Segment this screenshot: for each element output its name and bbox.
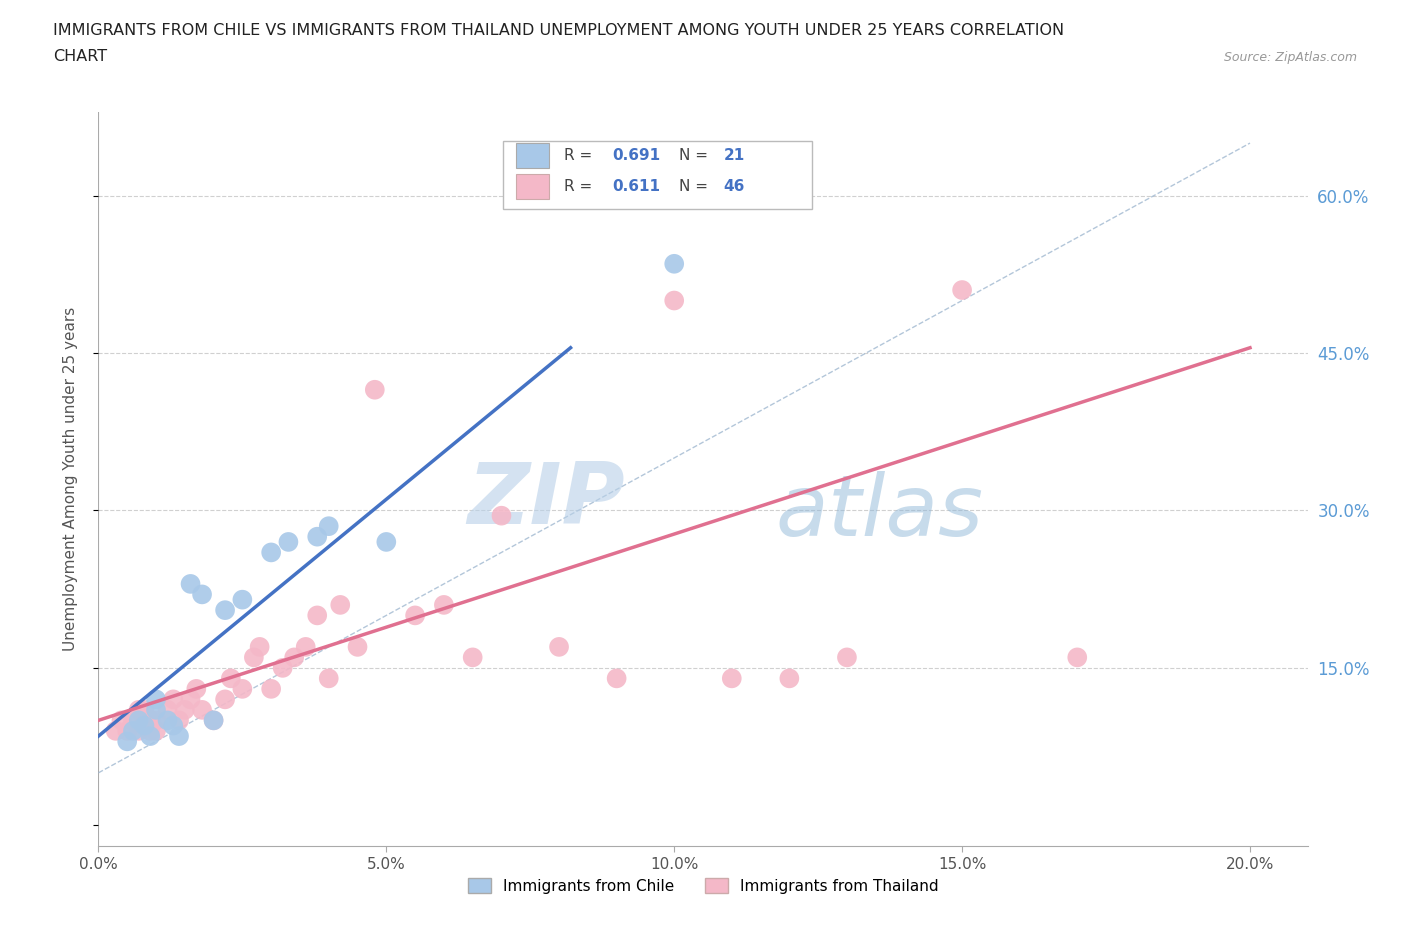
Point — [548, 640, 571, 655]
Point — [1066, 650, 1088, 665]
Point — [491, 509, 513, 524]
Point — [167, 713, 190, 728]
Point — [134, 718, 156, 733]
Point — [249, 640, 271, 655]
Point — [104, 724, 127, 738]
Point — [167, 729, 190, 744]
Point — [162, 692, 184, 707]
FancyBboxPatch shape — [516, 174, 550, 199]
Point — [156, 713, 179, 728]
Point — [145, 702, 167, 717]
Point — [156, 702, 179, 717]
Point — [260, 545, 283, 560]
Point — [778, 671, 800, 685]
Text: R =: R = — [564, 148, 598, 163]
Text: N =: N = — [679, 179, 713, 194]
Point — [134, 702, 156, 717]
Point — [128, 724, 150, 738]
Point — [950, 283, 973, 298]
Text: Source: ZipAtlas.com: Source: ZipAtlas.com — [1223, 51, 1357, 64]
Point — [139, 724, 162, 738]
Text: atlas: atlas — [776, 471, 984, 553]
FancyBboxPatch shape — [516, 143, 550, 168]
Point — [202, 713, 225, 728]
Point — [214, 692, 236, 707]
Point — [122, 713, 145, 728]
Point — [404, 608, 426, 623]
Point — [145, 724, 167, 738]
FancyBboxPatch shape — [503, 141, 811, 208]
Point — [433, 597, 456, 612]
Text: R =: R = — [564, 179, 598, 194]
Y-axis label: Unemployment Among Youth under 25 years: Unemployment Among Youth under 25 years — [63, 307, 77, 651]
Point — [134, 713, 156, 728]
Point — [214, 603, 236, 618]
Point — [307, 608, 329, 623]
Text: 0.691: 0.691 — [613, 148, 661, 163]
Point — [180, 577, 202, 591]
Point — [283, 650, 305, 665]
Text: ZIP: ZIP — [467, 459, 624, 542]
Point — [606, 671, 628, 685]
Point — [186, 682, 208, 697]
Text: IMMIGRANTS FROM CHILE VS IMMIGRANTS FROM THAILAND UNEMPLOYMENT AMONG YOUTH UNDER: IMMIGRANTS FROM CHILE VS IMMIGRANTS FROM… — [53, 23, 1064, 38]
Point — [307, 529, 329, 544]
Point — [173, 702, 195, 717]
Point — [346, 640, 368, 655]
Point — [145, 713, 167, 728]
Point — [202, 713, 225, 728]
Point — [664, 257, 686, 272]
Point — [375, 535, 398, 550]
Point — [162, 718, 184, 733]
Text: CHART: CHART — [53, 49, 107, 64]
Point — [139, 729, 162, 744]
Legend: Immigrants from Chile, Immigrants from Thailand: Immigrants from Chile, Immigrants from T… — [468, 878, 938, 894]
Point — [664, 293, 686, 308]
Text: N =: N = — [679, 148, 713, 163]
Point — [115, 724, 138, 738]
Point — [115, 734, 138, 749]
Point — [329, 597, 352, 612]
Point — [835, 650, 858, 665]
Point — [318, 519, 340, 534]
Text: 0.611: 0.611 — [613, 179, 661, 194]
Point — [277, 535, 299, 550]
Point — [219, 671, 242, 685]
Point — [128, 702, 150, 717]
Point — [364, 382, 387, 397]
Point — [271, 660, 294, 675]
Point — [110, 713, 132, 728]
Point — [139, 713, 162, 728]
Point — [231, 592, 253, 607]
Point — [260, 682, 283, 697]
Point — [145, 692, 167, 707]
Point — [243, 650, 266, 665]
Point — [122, 724, 145, 738]
Text: 21: 21 — [724, 148, 745, 163]
Point — [318, 671, 340, 685]
Point — [128, 713, 150, 728]
Point — [231, 682, 253, 697]
Point — [461, 650, 484, 665]
Point — [180, 692, 202, 707]
Text: 46: 46 — [724, 179, 745, 194]
Point — [720, 671, 742, 685]
Point — [191, 702, 214, 717]
Point — [294, 640, 316, 655]
Point — [191, 587, 214, 602]
